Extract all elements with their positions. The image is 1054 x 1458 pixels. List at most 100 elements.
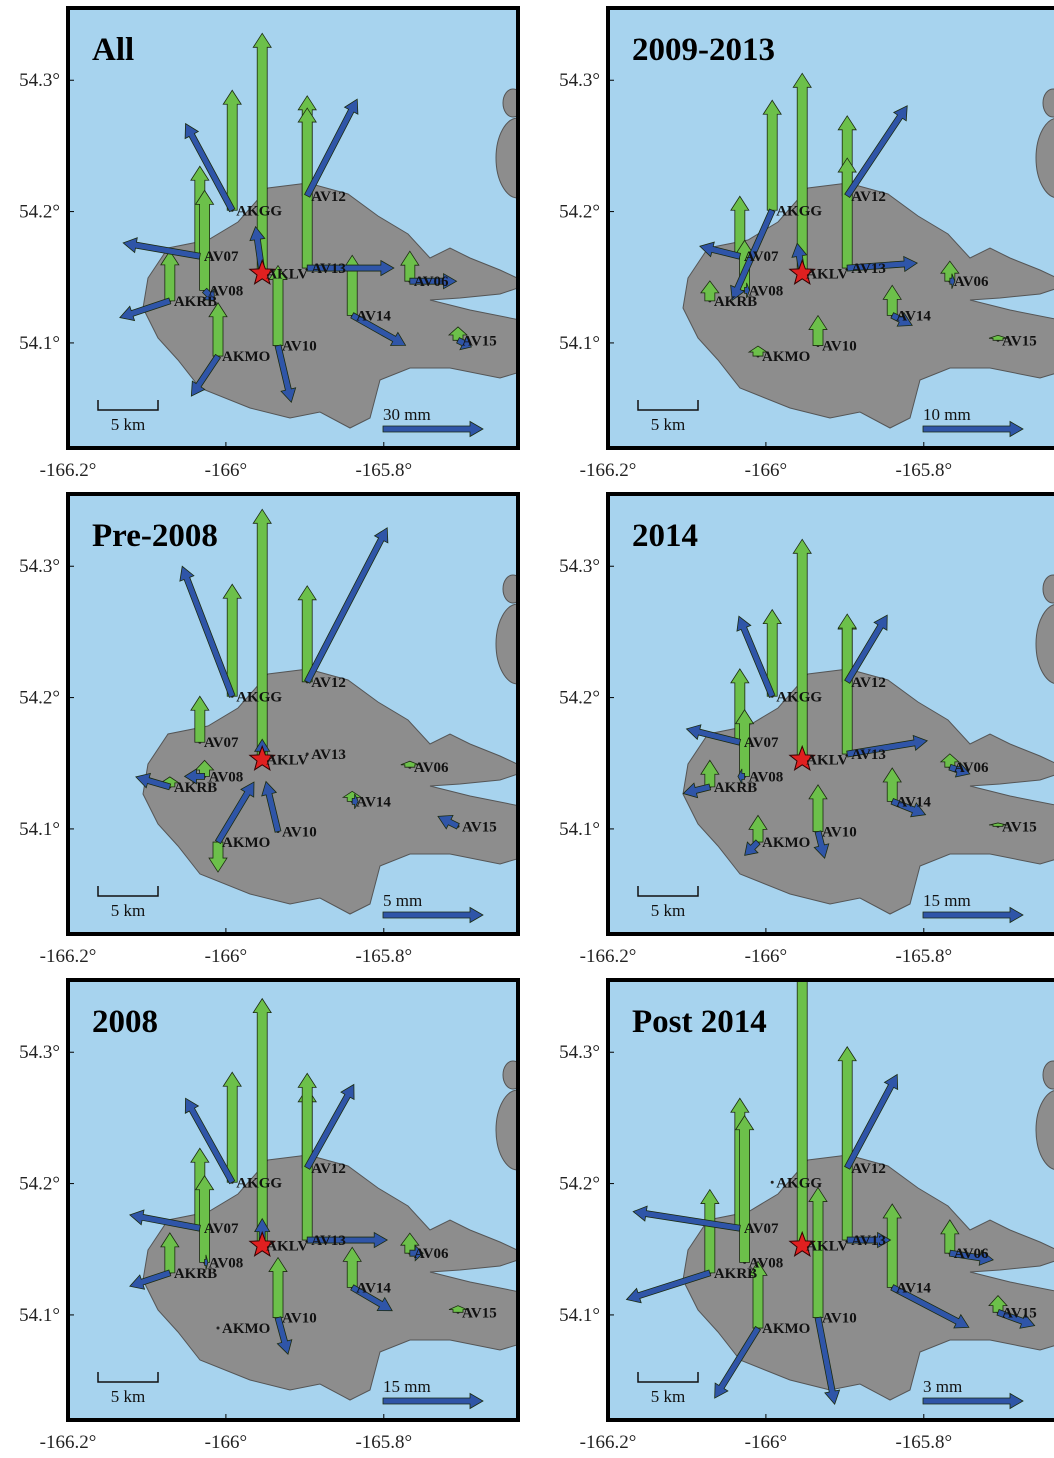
y-tick-label: 54.3° <box>559 70 600 91</box>
station-label: AV08 <box>749 1255 784 1271</box>
station-label: AKMO <box>222 1321 270 1337</box>
vertical-vector <box>400 250 420 282</box>
station-label: AKGG <box>236 203 282 219</box>
station-label: AV12 <box>851 675 886 691</box>
x-tick-label: -165.8° <box>355 1432 412 1453</box>
station-label: AV07 <box>744 249 779 265</box>
horizontal-vector <box>890 798 927 818</box>
station-label: AV10 <box>282 1311 317 1327</box>
vertical-vector <box>837 1045 857 1241</box>
vertical-vector <box>160 1232 180 1274</box>
island <box>682 182 1054 429</box>
islet <box>1042 88 1054 118</box>
horizontal-vector <box>744 282 751 299</box>
y-tick-label: 54.1° <box>559 819 600 840</box>
vertical-vector <box>792 538 812 760</box>
km-scale-bar <box>637 400 699 411</box>
horizontal-vector <box>844 105 908 199</box>
x-tick-label: -166° <box>205 460 247 481</box>
station-label: AV07 <box>204 735 239 751</box>
island <box>142 1154 518 1401</box>
horizontal-vector <box>119 297 172 322</box>
vertical-vector <box>808 1186 828 1318</box>
y-tick-label: 54.1° <box>559 333 600 354</box>
panel-title: 2009-2013 <box>632 32 775 68</box>
scale-label: 3 mm <box>923 1377 962 1396</box>
horizontal-vector <box>625 1269 712 1304</box>
vertical-vector <box>792 72 812 274</box>
horizontal-vector <box>699 241 742 260</box>
horizontal-vector <box>261 780 282 833</box>
station-label: AKGG <box>236 689 282 705</box>
horizontal-vector <box>201 287 216 301</box>
station-label: AKRB <box>174 1266 217 1282</box>
station-label: AKGG <box>776 1175 822 1191</box>
islet <box>1042 1060 1054 1090</box>
station-label: AV13 <box>311 747 346 763</box>
horizontal-vector <box>135 772 172 791</box>
vent <box>788 744 816 771</box>
y-tick-label: 54.1° <box>559 1305 600 1326</box>
y-tick-label: 54.3° <box>559 556 600 577</box>
station-label: AV07 <box>744 1221 779 1237</box>
horizontal-vector <box>184 122 236 213</box>
scale-label: 5 mm <box>383 891 422 910</box>
station-label: AV15 <box>462 1305 497 1321</box>
island <box>682 668 1054 915</box>
horizontal-vector <box>714 1325 762 1399</box>
horizontal-vector <box>632 1205 741 1232</box>
station-label: AV12 <box>311 189 346 205</box>
x-tick-label: -166° <box>745 946 787 967</box>
station-label: AKLV <box>266 752 308 768</box>
station-label: AV06 <box>954 1246 989 1262</box>
island <box>682 1154 1054 1401</box>
vertical-vector <box>400 1232 420 1254</box>
station-label: AV06 <box>954 274 989 290</box>
horizontal-vector <box>306 1231 389 1249</box>
station-label: AKMO <box>222 349 270 365</box>
panel-title: Pre-2008 <box>92 518 218 554</box>
x-tick-label: -165.8° <box>895 946 952 967</box>
station-label: AKLV <box>266 266 308 282</box>
station-label: AV14 <box>896 1280 931 1296</box>
station-label: AV13 <box>851 747 886 763</box>
km-scale-label: 5 km <box>111 901 145 920</box>
horizontal-vector <box>456 335 472 351</box>
scale-vector <box>922 1392 1024 1410</box>
horizontal-vector <box>890 1284 970 1329</box>
station-label: AV10 <box>822 339 857 355</box>
horizontal-vector <box>730 208 776 302</box>
station-label: AV07 <box>744 735 779 751</box>
station-label: AKLV <box>266 1238 308 1254</box>
vertical-vector <box>160 250 180 302</box>
scale-vector <box>382 1392 484 1410</box>
horizontal-vector <box>351 793 359 810</box>
station-label: AV12 <box>851 189 886 205</box>
km-scale-label: 5 km <box>651 901 685 920</box>
station-label: AV12 <box>851 1161 886 1177</box>
horizontal-vector <box>948 761 971 778</box>
horizontal-vector <box>304 1083 355 1170</box>
vertical-vector <box>988 1295 1008 1313</box>
horizontal-vector <box>179 565 236 698</box>
km-scale-label: 5 km <box>111 415 145 434</box>
x-tick-label: -166° <box>745 460 787 481</box>
panel-title: Post 2014 <box>632 1004 767 1040</box>
vent <box>248 744 276 771</box>
station-label: AV06 <box>414 274 449 290</box>
horizontal-vector <box>274 344 297 403</box>
x-tick-label: -166.2° <box>580 1432 637 1453</box>
vertical-vector <box>208 301 228 357</box>
station-label: AV06 <box>414 1246 449 1262</box>
station-label: AKRB <box>174 294 217 310</box>
vertical-vector <box>700 280 720 302</box>
vent <box>788 1230 816 1257</box>
y-tick-label: 54.1° <box>19 1305 60 1326</box>
vertical-vector <box>222 89 242 211</box>
panel-title: All <box>92 32 134 68</box>
vertical-vector <box>734 708 755 777</box>
horizontal-vector <box>409 273 458 290</box>
